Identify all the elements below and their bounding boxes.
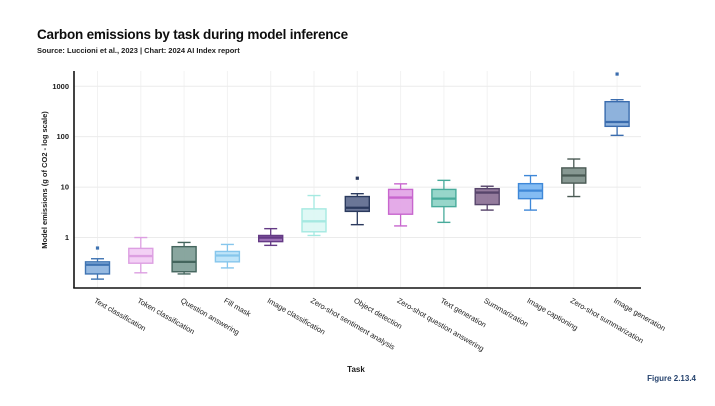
- outlier-point: [355, 176, 359, 180]
- x-tick-label: Zero-shot sentiment analysis: [309, 296, 397, 352]
- box-text-classification: [84, 246, 111, 280]
- box-token-classification: [128, 236, 154, 274]
- x-tick-label: Summarization: [482, 296, 530, 329]
- outlier-point: [615, 72, 619, 76]
- box-image-generation: [604, 72, 630, 137]
- axes: [73, 71, 641, 289]
- chart-title: Carbon emissions by task during model in…: [37, 27, 348, 42]
- box-question-answering: [171, 241, 197, 275]
- box-zero-shot-question-answering: [387, 183, 414, 227]
- iqr-box: [474, 187, 500, 206]
- x-tick-label: Zero-shot summarization: [569, 296, 645, 345]
- iqr-box: [171, 245, 197, 273]
- y-tick-label: 1000: [52, 82, 69, 91]
- box-summarization: [474, 185, 500, 211]
- chart-subtitle: Source: Luccioni et al., 2023 | Chart: 2…: [37, 46, 240, 55]
- box-text-generation: [431, 179, 457, 224]
- box-zero-shot-summarization: [561, 158, 587, 198]
- y-tick-label: 10: [61, 183, 69, 192]
- box-object-detection: [344, 176, 370, 226]
- y-axis-title: Model emissions (g of CO2 - log scale): [40, 111, 49, 249]
- y-tick-label: 100: [56, 132, 69, 141]
- y-axis-tick-labels: 1 10 100 1000: [52, 82, 69, 242]
- iqr-box: [387, 188, 414, 215]
- y-tick-label: 1: [65, 233, 69, 242]
- box-image-classification: [258, 227, 284, 247]
- x-axis-title: Task: [347, 365, 365, 374]
- box-zero-shot-sentiment-analysis: [301, 194, 327, 237]
- outlier-point: [95, 246, 100, 250]
- x-tick-label: Fill mask: [222, 296, 252, 319]
- box-image-captioning: [517, 174, 544, 211]
- figure-label: Figure 2.13.4: [647, 374, 696, 383]
- iqr-box: [344, 195, 370, 213]
- box-fill-mask: [214, 243, 241, 269]
